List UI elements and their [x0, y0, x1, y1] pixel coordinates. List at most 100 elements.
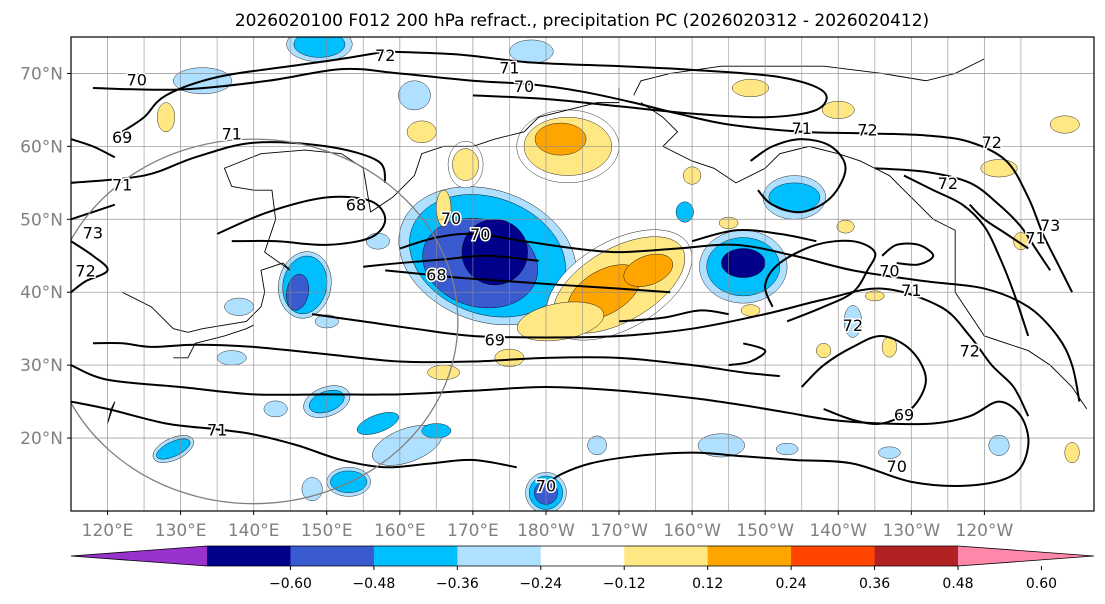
y-tick-label: 70°N: [20, 64, 63, 84]
contour-label: 72: [938, 174, 958, 193]
contour-label: 70: [536, 476, 556, 495]
contour-label: 71: [207, 420, 227, 439]
x-tick-label: 140°W: [809, 521, 867, 541]
precip-region: [836, 219, 855, 234]
contour-line: [311, 287, 1030, 417]
precip-region: [587, 435, 607, 456]
contour-label: 70: [887, 457, 907, 476]
precip-region: [330, 470, 368, 493]
precip-region: [461, 219, 528, 286]
colorbar-tick-label: −0.36: [436, 576, 479, 592]
contour-line: [881, 242, 935, 266]
x-tick-label: 150°E: [301, 521, 353, 541]
precip-region: [398, 80, 431, 111]
x-axis-ticks: 120°E 130°E 140°E 150°E 160°E 170°E 180°W 170°W…: [82, 511, 1014, 541]
colorbar-tick-label: 0.12: [692, 576, 723, 592]
contour-label: 72: [982, 133, 1002, 152]
colorbar-tick-label: 0.36: [859, 576, 890, 592]
contour-line: [385, 269, 671, 294]
coastline: [107, 401, 116, 424]
contour-label: 71: [499, 59, 519, 78]
colorbar-segment: [624, 546, 709, 566]
refractivity-contours: [71, 50, 1081, 487]
precip-region: [1064, 442, 1080, 464]
x-tick-label: 170°E: [447, 521, 499, 541]
coastline: [121, 88, 620, 333]
contour-label: 73: [1040, 216, 1060, 235]
contour-line: [691, 228, 817, 243]
precip-region: [534, 122, 587, 156]
precip-region: [224, 297, 254, 316]
precip-region: [816, 343, 832, 359]
x-tick-label: 160°W: [663, 521, 721, 541]
contour-line: [71, 203, 116, 221]
colorbar-segment: [207, 546, 291, 566]
x-tick-label: 130°E: [155, 521, 207, 541]
colorbar-tick-label: 0.48: [942, 576, 973, 592]
colorbar-tick-label: 0.60: [1026, 576, 1057, 592]
contour-label: 72: [857, 121, 877, 140]
contour-line: [874, 167, 1051, 271]
contour-label: 70: [514, 77, 534, 96]
contour-line: [749, 138, 847, 214]
precip-region: [740, 304, 761, 317]
contour-label: 70: [127, 70, 147, 89]
contour-line: [71, 240, 109, 294]
precip-region: [366, 232, 390, 250]
precip-region: [156, 438, 191, 460]
contour-line: [216, 195, 387, 246]
x-tick-label: 130°W: [882, 521, 940, 541]
precip-region: [697, 433, 745, 458]
precip-region: [775, 442, 799, 456]
colorbar-tick-label: 0.24: [776, 576, 807, 592]
y-tick-label: 60°N: [20, 137, 63, 157]
coastline: [640, 102, 1088, 410]
precip-region: [843, 305, 862, 338]
colorbar-segment: [874, 546, 959, 566]
contour-label: 71: [1025, 229, 1045, 248]
contour-line: [71, 364, 1030, 487]
contour-line: [764, 239, 877, 323]
precip-region: [878, 446, 901, 459]
precip-region: [721, 248, 766, 278]
colorbar: −0.60 −0.48 −0.36 −0.24 −0.12 0.12 0.24 0.36 0.4…: [70, 545, 1095, 592]
x-tick-label: 140°E: [228, 521, 280, 541]
y-axis-ticks: 20°N 30°N 40°N 50°N 60°N 70°N: [20, 64, 71, 449]
range-circle-outline: [71, 138, 459, 505]
contour-label: 72: [843, 316, 863, 335]
contour-line: [618, 309, 729, 323]
contour-label: 71: [222, 124, 242, 143]
gridlines: [71, 37, 1094, 511]
precip-region: [356, 412, 399, 435]
x-tick-label: 120°W: [956, 521, 1014, 541]
precip-region: [452, 148, 479, 181]
precip-region: [216, 350, 247, 366]
precip-region: [406, 120, 437, 143]
contour-line: [385, 50, 828, 119]
contour-label: 70: [470, 225, 490, 244]
contour-line: [903, 174, 1030, 337]
precip-region: [1049, 115, 1080, 134]
contour-label: 71: [792, 119, 812, 138]
contour-line: [71, 400, 517, 469]
x-tick-label: 180°W: [517, 521, 575, 541]
precip-region: [623, 253, 674, 287]
contour-line: [363, 254, 539, 268]
colorbar-segment: [373, 546, 458, 566]
colorbar-segment: [540, 546, 625, 566]
map-frame: [70, 36, 1095, 512]
contour-label: 72: [75, 261, 95, 280]
coastline: [173, 324, 254, 359]
range-circle: [71, 138, 459, 505]
contour-label: 72: [375, 46, 395, 65]
y-tick-label: 50°N: [20, 210, 63, 230]
colorbar-tick-label: −0.48: [352, 576, 395, 592]
contour-line: [92, 67, 1073, 293]
x-tick-label: 150°W: [736, 521, 794, 541]
contour-label: 71: [112, 175, 132, 194]
chart-title: 2026020100 F012 200 hPa refract., precip…: [235, 11, 929, 31]
contour-line: [399, 232, 1081, 402]
precip-region: [263, 400, 288, 418]
colorbar-tick-label: −0.12: [603, 576, 646, 592]
